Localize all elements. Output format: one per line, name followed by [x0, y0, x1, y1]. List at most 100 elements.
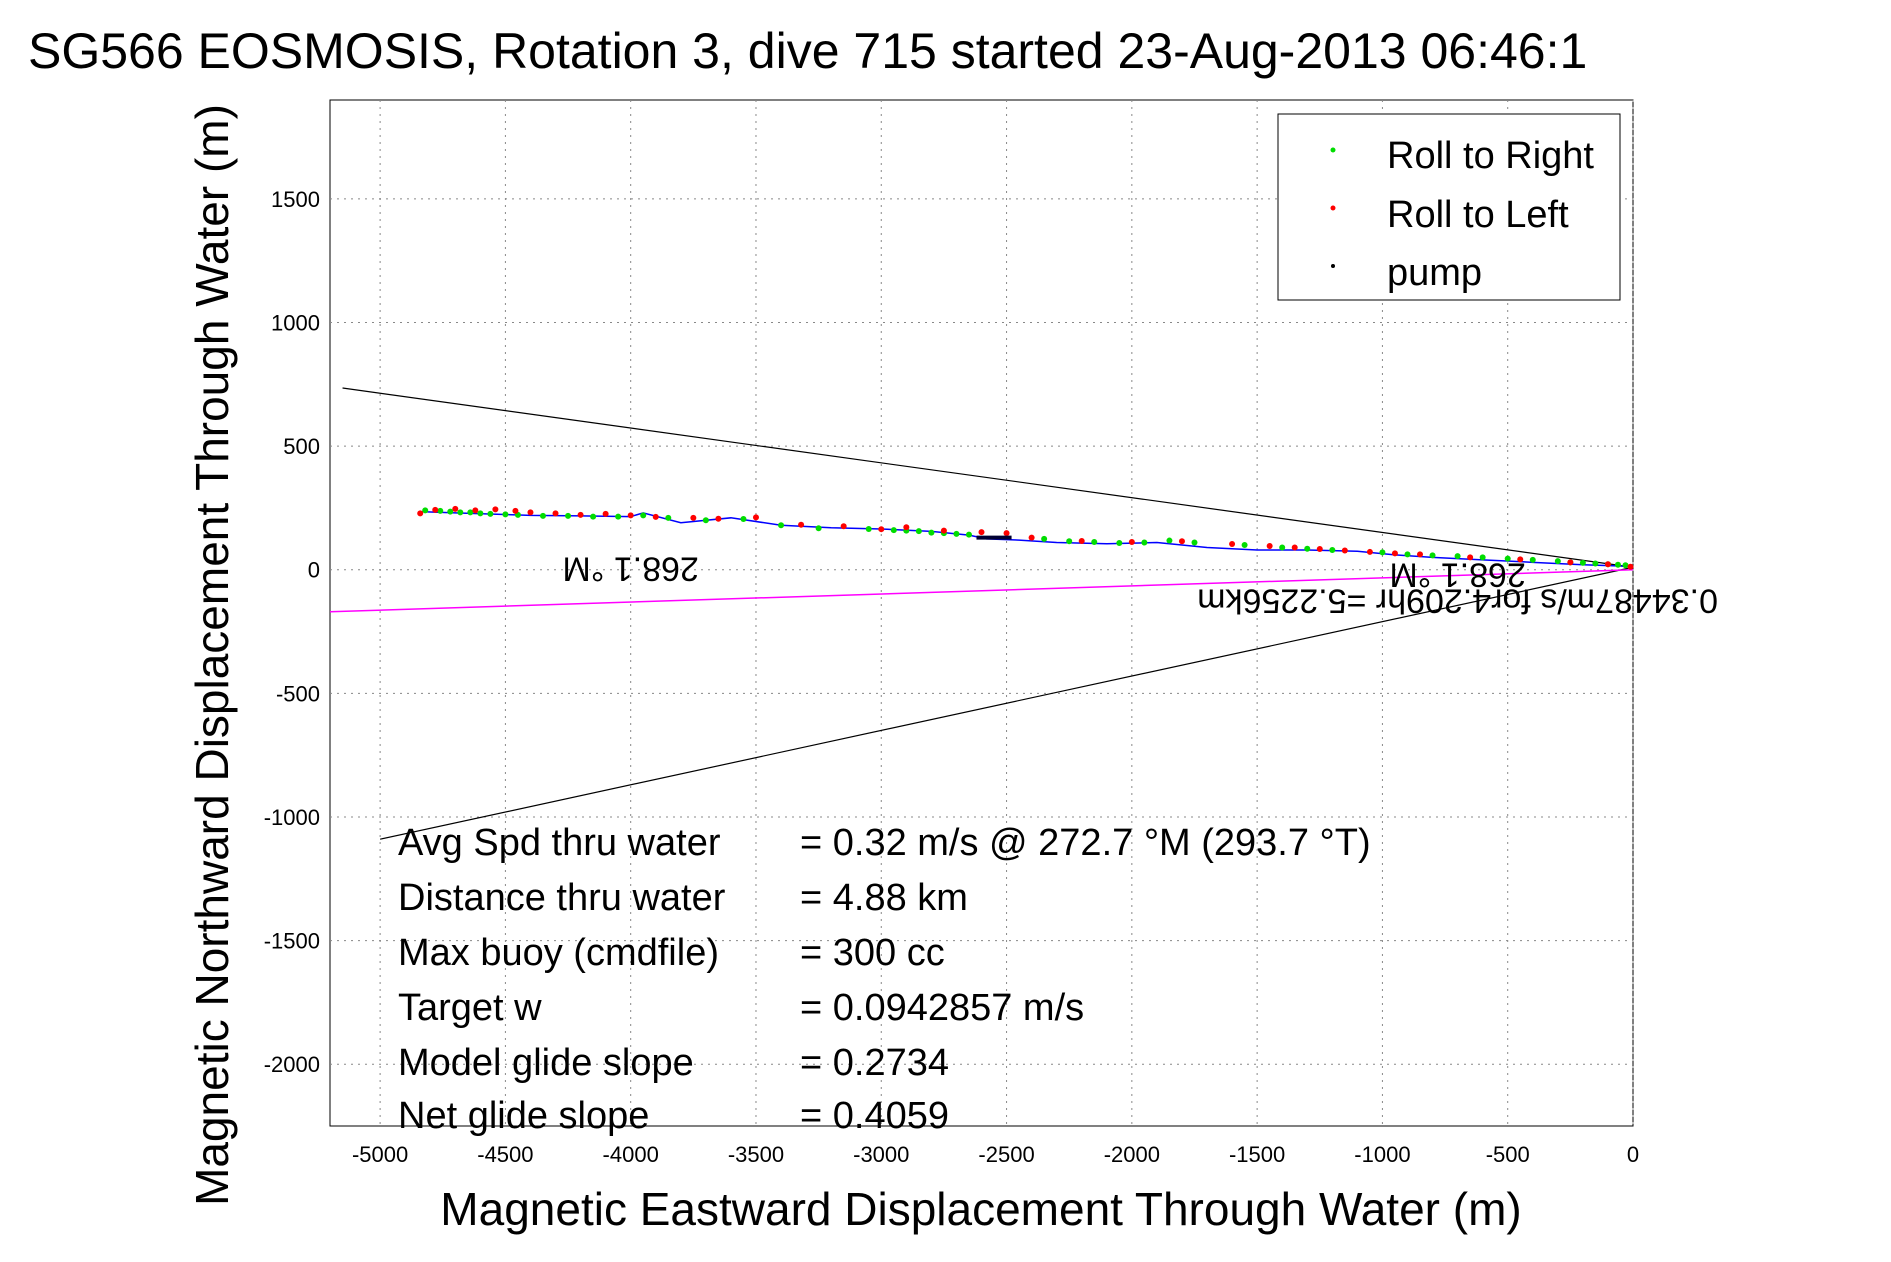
roll-left-point — [798, 521, 805, 528]
roll-right-point — [539, 512, 546, 519]
roll-right-point — [1579, 559, 1586, 566]
roll-right-point — [1329, 546, 1336, 553]
roll-right-point — [1614, 561, 1621, 568]
roll-right-point — [565, 512, 572, 519]
heading-annotation-left: 268.1 °M — [562, 549, 698, 587]
y-tick-label: 1000 — [271, 311, 320, 336]
cone-lines — [342, 387, 1634, 840]
roll-left-point — [1266, 543, 1273, 550]
legend-marker-pump — [1331, 264, 1335, 268]
roll-right-point — [640, 512, 647, 519]
roll-left-point — [1391, 550, 1398, 557]
roll-left-point — [1003, 530, 1010, 537]
roll-left-point — [452, 505, 459, 512]
roll-right-point — [865, 525, 872, 532]
roll-right-point — [1041, 535, 1048, 542]
legend-label-roll-left: Roll to Left — [1387, 194, 1569, 236]
roll-left-point — [903, 524, 910, 531]
y-tick-label: -2000 — [264, 1052, 320, 1077]
roll-left-point — [690, 514, 697, 521]
roll-left-point — [1229, 541, 1236, 548]
stat-label: Distance thru water — [398, 877, 726, 919]
roll-right-point — [778, 522, 785, 529]
roll-right-point — [487, 510, 494, 517]
roll-left-point — [1366, 548, 1373, 555]
roll-right-point — [965, 531, 972, 538]
roll-right-point — [953, 530, 960, 537]
legend-label-pump: pump — [1387, 252, 1482, 294]
roll-right-point — [457, 509, 464, 516]
x-tick-label: -1000 — [1354, 1142, 1410, 1167]
roll-left-point — [492, 506, 499, 513]
heading-line-series — [329, 568, 1634, 613]
stat-value: = 0.0942857 m/s — [800, 987, 1084, 1029]
roll-left-point — [417, 510, 424, 517]
roll-left-point — [1291, 544, 1298, 551]
roll-left-point — [978, 529, 985, 536]
roll-right-point — [447, 508, 454, 515]
roll-right-point — [1622, 562, 1629, 569]
stat-value: = 0.4059 — [800, 1095, 949, 1137]
roll-right-point — [815, 525, 822, 532]
roll-right-point — [437, 507, 444, 514]
roll-right-point — [467, 509, 474, 516]
roll-right-point — [590, 513, 597, 520]
roll-right-point — [502, 511, 509, 518]
roll-right-point — [1116, 540, 1123, 547]
roll-left-point — [1078, 538, 1085, 545]
y-axis-title: Magnetic Northward Displacement Through … — [186, 104, 238, 1206]
grid — [330, 100, 1634, 1126]
speed-annotation: 0.34487m/s for4.209hr =5.2256km — [1197, 582, 1718, 620]
roll-right-point — [702, 517, 709, 524]
roll-left-point — [1341, 547, 1348, 554]
roll-left-point — [652, 513, 659, 520]
legend: Roll to Right Roll to Left pump — [1277, 113, 1621, 301]
roll-right-point — [890, 527, 897, 534]
roll-left-point — [1627, 563, 1634, 570]
roll-right-point — [1479, 554, 1486, 561]
stat-label: Max buoy (cmdfile) — [398, 932, 719, 974]
y-tick-label: 1500 — [271, 187, 320, 212]
roll-right-point — [1091, 539, 1098, 546]
roll-right-point — [1191, 539, 1198, 546]
roll-right-point — [1279, 544, 1286, 551]
legend-marker-roll-left — [1330, 205, 1336, 211]
roll-right-point — [1066, 538, 1073, 545]
roll-right-point — [1592, 560, 1599, 567]
roll-right-point — [665, 514, 672, 521]
roll-left-point — [1128, 539, 1135, 546]
x-tick-label: -500 — [1486, 1142, 1530, 1167]
roll-right-point — [1554, 558, 1561, 565]
x-tick-label: -4000 — [603, 1142, 659, 1167]
x-tick-label: -2000 — [1104, 1142, 1160, 1167]
roll-left-point — [878, 526, 885, 533]
roll-right-point — [1429, 552, 1436, 559]
roll-markers — [417, 505, 1634, 570]
legend-marker-roll-right — [1330, 147, 1336, 153]
roll-right-point — [740, 516, 747, 523]
roll-right-point — [1379, 549, 1386, 556]
roll-left-point — [512, 507, 519, 514]
y-tick-label: -500 — [276, 681, 320, 706]
roll-left-point — [602, 510, 609, 517]
x-tick-label: -1500 — [1229, 1142, 1285, 1167]
roll-left-point — [1604, 561, 1611, 568]
roll-left-point — [552, 510, 559, 517]
x-tick-label: -4500 — [477, 1142, 533, 1167]
roll-right-point — [1529, 556, 1536, 563]
stat-label: Avg Spd thru water — [398, 822, 721, 864]
stat-label: Model glide slope — [398, 1042, 694, 1084]
stat-value: = 300 cc — [800, 932, 945, 974]
roll-right-point — [1166, 537, 1173, 544]
legend-label-roll-right: Roll to Right — [1387, 135, 1594, 177]
x-tick-label: 0 — [1627, 1142, 1639, 1167]
stat-label: Net glide slope — [398, 1095, 649, 1137]
roll-left-point — [1467, 554, 1474, 561]
stats-block: Avg Spd thru water = 0.32 m/s @ 272.7 °M… — [398, 822, 1371, 1137]
stat-value: = 0.2734 — [800, 1042, 949, 1084]
roll-left-point — [1178, 538, 1185, 545]
roll-left-point — [752, 514, 759, 521]
roll-right-point — [1504, 555, 1511, 562]
stat-label: Target w — [398, 987, 542, 1029]
